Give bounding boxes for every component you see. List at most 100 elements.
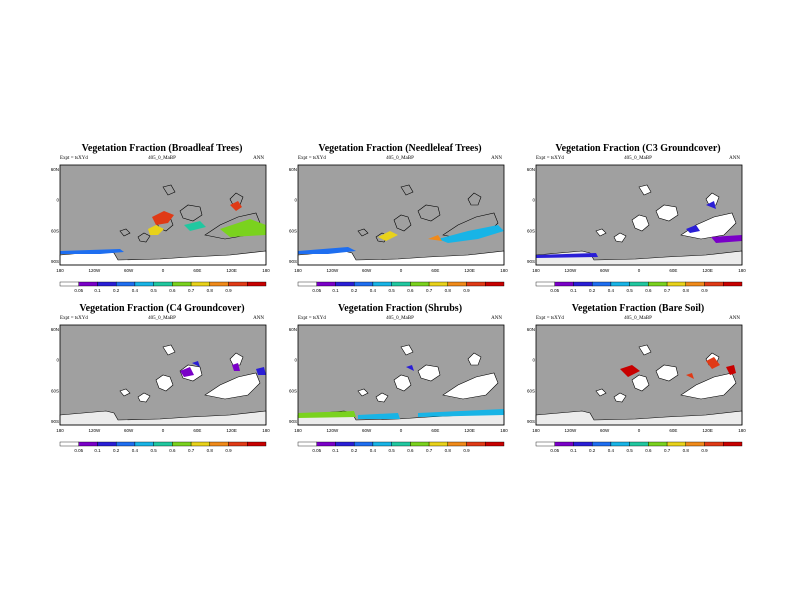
x-tick-label: 120W: [88, 428, 101, 433]
vegetation-region: [180, 367, 194, 377]
vegetation-region: [152, 211, 174, 225]
colorbar-label: 0.9: [701, 288, 708, 293]
colorbar-swatch: [115, 441, 136, 447]
colorbar-swatch: [485, 281, 505, 287]
vegetation-region: [686, 225, 700, 233]
colorbar-swatch: [466, 281, 486, 287]
continent-shape: [393, 374, 412, 392]
colorbar-label: 0.8: [207, 448, 214, 453]
colorbar-label: 0.9: [225, 288, 232, 293]
continent-shape: [179, 204, 203, 222]
x-tick-label: 60E: [193, 428, 201, 433]
map-frame: [59, 324, 267, 426]
colorbar-swatch: [466, 441, 486, 447]
continent-shape: [595, 228, 607, 237]
vegetation-region: [298, 247, 356, 254]
x-tick-label: 0: [162, 268, 165, 273]
colorbar-label: 0.1: [94, 288, 101, 293]
map-plot: 180 120W 60W 0 60E 120E 180 60N 0 60S 90S 0.05 0.1 0.…: [289, 324, 508, 453]
y-tick-label: 90S: [527, 419, 535, 424]
colorbar-label: 0.6: [169, 448, 176, 453]
colorbar-label: 0.2: [589, 288, 596, 293]
colorbar-swatch: [335, 281, 355, 287]
colorbar-swatch: [573, 281, 593, 287]
y-tick-label: 60S: [51, 388, 59, 393]
subtitle-right: ANN: [729, 316, 740, 321]
colorbar-label: 0.05: [550, 288, 559, 293]
vegetation-region: [711, 235, 742, 243]
colorbar-label: 0.05: [74, 448, 83, 453]
vegetation-region: [406, 365, 414, 371]
x-tick-label: 180: [294, 268, 302, 273]
map-border: [297, 324, 505, 426]
panel-needleleaf-trees: Vegetation Fraction (Needleleaf Trees) E…: [289, 143, 510, 303]
x-tick-label: 60E: [193, 268, 201, 273]
colorbar-swatch: [190, 281, 211, 287]
colorbar-label: 0.2: [589, 448, 596, 453]
colorbar-label: 0.8: [445, 288, 452, 293]
x-tick-label: 120W: [564, 428, 577, 433]
colorbar-swatch: [554, 281, 574, 287]
vegetation-region: [232, 363, 240, 371]
vegetation-region: [706, 357, 720, 369]
x-tick-label: 60E: [431, 428, 439, 433]
colorbar-label: 0.7: [426, 448, 433, 453]
continent-shape: [595, 388, 607, 397]
x-tick-label: 60W: [600, 428, 610, 433]
x-tick-label: 180: [262, 428, 270, 433]
colorbar-label: 0.1: [332, 448, 339, 453]
continent-shape: [375, 392, 389, 403]
map-border: [297, 164, 505, 266]
colorbar-label: 0.5: [389, 288, 396, 293]
continent-shape: [655, 364, 679, 382]
continent-shape: [680, 372, 737, 400]
vegetation-region: [184, 221, 206, 231]
vegetation-region: [438, 225, 504, 243]
vegetation-region: [298, 411, 356, 418]
x-tick-label: 60W: [362, 428, 372, 433]
colorbar-label: 0.9: [701, 448, 708, 453]
x-tick-label: 120E: [226, 268, 237, 273]
colorbar-swatch: [629, 441, 649, 447]
colorbar-swatch: [410, 281, 430, 287]
colorbar-label: 0.5: [627, 448, 634, 453]
colorbar-swatch: [172, 281, 192, 287]
colorbar-swatch: [554, 441, 574, 447]
colorbar-swatch: [115, 281, 136, 287]
colorbar-label: 0.4: [608, 448, 615, 453]
continent-shape: [442, 372, 499, 400]
panel-subtitle: Expt = tsXYd 405_0_MaBP ANN: [528, 316, 748, 324]
x-tick-label: 180: [738, 268, 746, 273]
y-tick-label: 60N: [51, 167, 59, 172]
y-tick-label: 60S: [51, 228, 59, 233]
x-tick-label: 120W: [564, 268, 577, 273]
colorbar-swatch: [428, 281, 449, 287]
y-tick-label: 60N: [289, 327, 297, 332]
y-tick-label: 60S: [527, 228, 535, 233]
colorbar-label: 0.5: [627, 288, 634, 293]
panel-title: Vegetation Fraction (Broadleaf Trees): [81, 143, 243, 154]
x-tick-label: 180: [56, 428, 64, 433]
colorbar-swatch: [228, 281, 248, 287]
x-tick-label: 60E: [669, 268, 677, 273]
y-tick-label: 0: [532, 198, 535, 203]
map-border: [535, 164, 743, 266]
continent-shape: [162, 344, 176, 356]
colorbar-swatch: [535, 441, 555, 447]
colorbar-swatch: [648, 281, 668, 287]
colorbar-label: 0.2: [113, 448, 120, 453]
x-tick-label: 0: [400, 428, 403, 433]
vegetation-region: [620, 365, 640, 377]
x-tick-label: 60E: [669, 428, 677, 433]
colorbar-label: 0.7: [188, 448, 195, 453]
continent-shape: [467, 352, 482, 366]
continent-shape: [631, 214, 650, 232]
map-border: [59, 324, 267, 426]
panel-c3-groundcover: Vegetation Fraction (C3 Groundcover) Exp…: [527, 143, 748, 303]
x-tick-label: 120E: [226, 428, 237, 433]
x-tick-label: 0: [162, 428, 165, 433]
colorbar-swatch: [666, 281, 687, 287]
colorbar-swatch: [209, 441, 229, 447]
colorbar-swatch: [447, 441, 467, 447]
colorbar-label: 0.05: [550, 448, 559, 453]
